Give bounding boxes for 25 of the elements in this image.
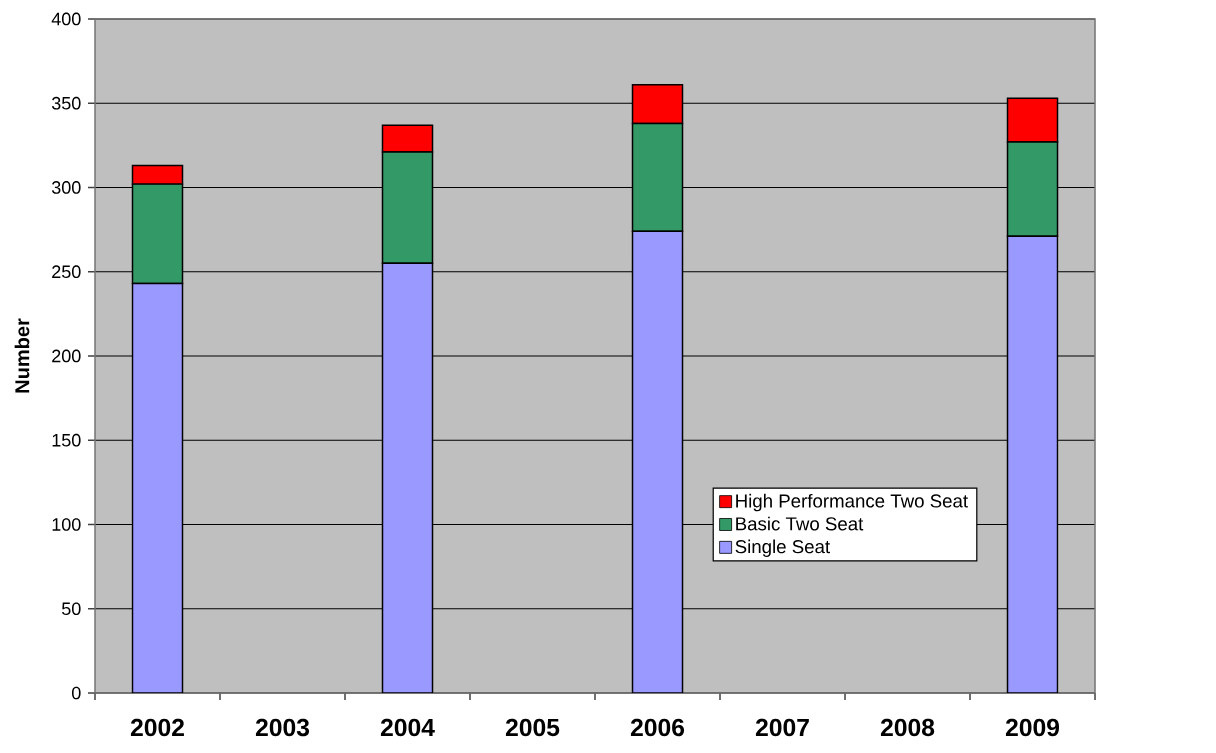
bar (1006, 235, 1059, 693)
y-tick-label: 200 (52, 349, 81, 363)
y-tick-label: 100 (52, 518, 81, 531)
legend-label: Single Seat (735, 539, 830, 557)
y-tick-label: 0 (71, 686, 81, 700)
x-tick-label: 2009 (1005, 718, 1060, 737)
bar (381, 262, 434, 693)
y-tick-label: 250 (52, 265, 81, 279)
x-tick-label: 2006 (630, 718, 685, 737)
x-tick-label: 2007 (755, 718, 809, 737)
y-tick-label: 150 (52, 433, 81, 447)
x-tick-label: 2008 (880, 718, 935, 737)
y-tick-label: 350 (51, 96, 81, 110)
y-tick-label: 400 (51, 12, 81, 26)
x-tick-label: 2004 (380, 718, 435, 737)
legend-label: Basic Two Seat (736, 516, 864, 531)
x-tick-label: 2002 (130, 718, 184, 737)
bar (131, 282, 184, 693)
y-axis-title: Number (14, 318, 30, 393)
legend-label: High Performance Two Seat (736, 493, 968, 512)
x-tick-label: 2005 (505, 718, 560, 737)
y-tick-label: 300 (51, 181, 81, 194)
y-tick-label: 50 (61, 602, 81, 616)
bar (631, 230, 684, 693)
x-tick-label: 2003 (255, 718, 310, 737)
